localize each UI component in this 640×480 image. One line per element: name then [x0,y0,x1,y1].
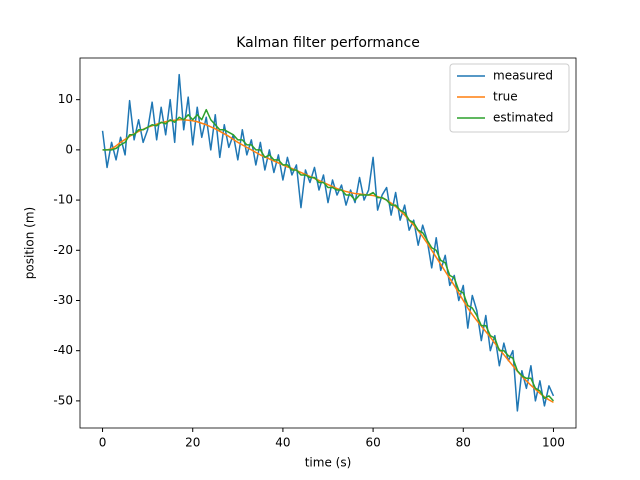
legend-label: measured [493,69,553,83]
y-tick-label: -10 [53,193,73,207]
y-tick-label: 0 [65,142,73,156]
x-tick-label: 100 [542,436,565,450]
y-tick-label: -50 [53,393,73,407]
chart-title: Kalman filter performance [236,35,420,51]
y-tick-label: -30 [53,293,73,307]
series-line [102,108,555,402]
y-tick-label: 10 [58,92,73,106]
x-tick-label: 60 [365,436,380,450]
legend-label: estimated [493,111,553,125]
series-line [102,119,554,404]
x-axis-label: time (s) [305,456,352,470]
y-tick-label: -20 [53,243,73,257]
plot-frame [79,57,577,429]
legend-box [449,63,570,133]
x-tick-label: 20 [185,436,200,450]
legend-label: true [493,90,518,104]
y-tick-label: -40 [53,343,73,357]
x-tick-label: 40 [275,436,290,450]
x-tick-label: 0 [99,436,107,450]
y-axis-label: position (m) [23,207,37,279]
x-tick-label: 80 [456,436,471,450]
